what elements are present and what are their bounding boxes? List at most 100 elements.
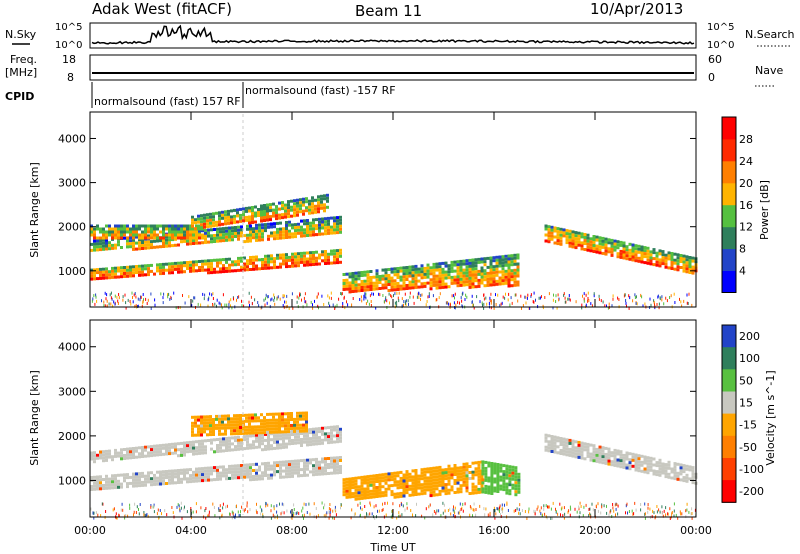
echo-cell — [484, 475, 488, 479]
echo-cell — [183, 468, 186, 472]
echo-cell — [99, 450, 102, 454]
echo-cell — [619, 459, 623, 463]
echo-cell — [260, 413, 263, 417]
echo-noise — [121, 502, 123, 506]
echo-cell — [174, 451, 177, 455]
echo-cell — [580, 456, 584, 460]
echo-noise — [122, 508, 124, 512]
echo-cell — [213, 228, 216, 231]
echo-cell — [117, 227, 120, 231]
echo-noise — [533, 300, 535, 304]
echo-noise — [548, 505, 550, 509]
echo-noise — [219, 516, 221, 520]
echo-cell — [99, 478, 102, 482]
echo-cell — [180, 224, 183, 228]
echo-cell — [135, 247, 138, 251]
echo-cell — [607, 462, 611, 466]
echo-cell — [227, 209, 230, 213]
echo-cell — [240, 265, 243, 269]
echo-cell — [324, 432, 327, 436]
echo-cell — [207, 262, 210, 266]
echo-cell — [96, 268, 99, 272]
echo-noise — [509, 303, 511, 307]
echo-cell — [293, 208, 296, 212]
echo-cell — [559, 449, 563, 452]
echo-cell — [438, 274, 442, 278]
echo-noise — [609, 510, 611, 514]
echo-cell — [565, 235, 569, 239]
echo-noise — [134, 502, 136, 506]
echo-cell — [242, 425, 245, 429]
echo-cell — [300, 432, 303, 435]
echo-cell — [251, 215, 254, 218]
echo-cell — [323, 209, 326, 213]
echo-cell — [577, 455, 581, 459]
echo-cell — [99, 276, 102, 280]
echo-noise — [205, 507, 207, 510]
echo-cell — [246, 227, 249, 231]
echo-cell — [311, 199, 314, 203]
echo-cell — [305, 411, 308, 415]
echo-cell — [159, 236, 162, 240]
echo-cell — [330, 465, 333, 469]
echo-cell — [294, 435, 297, 439]
echo-noise — [156, 512, 158, 516]
echo-noise — [387, 501, 388, 505]
echo-noise — [238, 295, 240, 299]
echo-cell — [263, 428, 266, 432]
echo-cell — [291, 252, 294, 256]
echo-noise — [265, 504, 267, 508]
echo-cell — [640, 257, 644, 261]
echo-cell — [117, 266, 120, 270]
echo-cell — [489, 280, 493, 284]
echo-noise — [284, 300, 286, 304]
echo-cell — [159, 239, 162, 243]
echo-cell — [198, 439, 201, 443]
echo-cell — [432, 487, 436, 491]
echo-noise — [205, 516, 207, 520]
echo-cell — [435, 487, 439, 491]
echo-noise — [461, 292, 463, 296]
echo-cell — [387, 268, 391, 271]
echo-cell — [206, 433, 209, 437]
echo-cell — [429, 269, 433, 273]
echo-noise — [590, 302, 592, 306]
echo-noise — [219, 302, 221, 306]
echo-cell — [210, 441, 213, 445]
echo-noise — [315, 507, 317, 510]
echo-noise — [548, 292, 550, 296]
echo-cell — [207, 268, 210, 272]
echo-cell — [607, 241, 611, 245]
echo-cell — [577, 446, 581, 450]
echo-cell — [468, 279, 472, 283]
echo-noise — [635, 508, 637, 512]
echo-cell — [483, 275, 487, 279]
echo-cell — [120, 233, 123, 237]
echo-noise — [488, 302, 490, 305]
echo-cell — [553, 441, 557, 445]
echo-noise — [398, 514, 400, 518]
echo-cell — [496, 484, 500, 487]
echo-cell — [508, 474, 512, 478]
echo-cell — [150, 243, 153, 247]
echo-cell — [670, 252, 674, 255]
echo-cell — [342, 282, 346, 285]
echo-cell — [580, 244, 584, 248]
echo-cell — [267, 438, 270, 442]
echo-noise — [265, 293, 267, 297]
echo-cell — [459, 268, 463, 272]
echo-cell — [450, 470, 454, 474]
echo-cell — [646, 462, 650, 466]
echo-cell — [493, 468, 497, 472]
echo-cell — [330, 231, 333, 235]
echo-cell — [114, 243, 117, 247]
echo-cell — [516, 274, 520, 278]
echo-cell — [254, 419, 257, 423]
echo-cell — [230, 423, 233, 427]
echo-noise — [679, 510, 681, 514]
echo-cell — [321, 466, 324, 470]
echo-cell — [138, 452, 141, 456]
echo-cell — [622, 244, 626, 248]
echo-cell — [435, 265, 439, 269]
